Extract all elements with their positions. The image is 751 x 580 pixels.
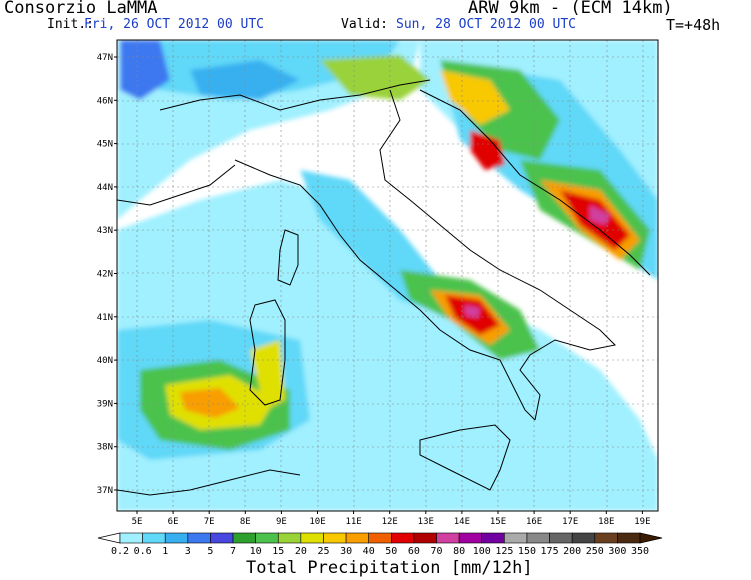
colorbar-swatch — [232, 532, 256, 544]
lon-tick-label: 7E — [204, 517, 215, 527]
precip-field — [117, 40, 658, 511]
colorbar-label: 250 — [586, 546, 604, 557]
lon-tick-label: 5E — [132, 517, 143, 527]
colorbar-swatch — [504, 532, 528, 544]
valid-label: Valid: — [341, 17, 388, 32]
colorbar-swatch — [413, 532, 437, 544]
lon-tick-label: 6E — [168, 517, 179, 527]
colorbar-label: 300 — [608, 546, 626, 557]
colorbar-swatch — [368, 532, 392, 544]
lat-tick-label: 45N — [97, 140, 113, 150]
colorbar-swatch — [142, 532, 166, 544]
lon-tick-label: 9E — [276, 517, 287, 527]
lon-tick-label: 11E — [345, 517, 361, 527]
colorbar-label: 60 — [408, 546, 420, 557]
valid-date: Sun, 28 OCT 2012 00 UTC — [396, 17, 577, 32]
colorbar-label: 3 — [185, 546, 191, 557]
lon-tick-label: 12E — [382, 517, 398, 527]
colorbar-label: 1 — [162, 546, 168, 557]
colorbar-label: 80 — [453, 546, 465, 557]
colorbar-label: 150 — [518, 546, 536, 557]
lon-tick-label: 10E — [309, 517, 325, 527]
model-label: ARW 9km - (ECM 14km) — [468, 0, 673, 18]
colorbar-label: 30 — [340, 546, 352, 557]
colorbar-high-arrow — [639, 532, 663, 544]
colorbar-label: 5 — [207, 546, 213, 557]
colorbar-swatch — [436, 532, 460, 544]
lat-tick-label: 40N — [97, 356, 113, 366]
colorbar-label: 50 — [385, 546, 397, 557]
colorbar-label: 7 — [230, 546, 236, 557]
latitude-axis: 47N 46N 45N 44N 43N 42N 41N 40N 39N 38N 37N — [97, 53, 117, 496]
lon-tick-label: 14E — [454, 517, 470, 527]
lat-tick-label: 38N — [97, 443, 113, 453]
colorbar-swatch — [594, 532, 618, 544]
colorbar-swatch — [187, 532, 211, 544]
colorbar-label: 15 — [272, 546, 284, 557]
lat-tick-label: 37N — [97, 486, 113, 496]
colorbar-label: 0.6 — [134, 546, 152, 557]
init-label: Init.: — [47, 17, 94, 32]
lat-tick-label: 43N — [97, 226, 113, 236]
colorbar-swatch — [345, 532, 369, 544]
lon-tick-label: 19E — [634, 517, 650, 527]
colorbar-swatch — [210, 532, 234, 544]
colorbar-swatch — [323, 532, 347, 544]
colorbar-swatch — [526, 532, 550, 544]
colorbar-label: 0.2 — [111, 546, 129, 557]
colorbar-label: 70 — [430, 546, 442, 557]
lon-tick-label: 8E — [240, 517, 251, 527]
colorbar-label: 10 — [250, 546, 262, 557]
colorbar-swatch — [300, 532, 324, 544]
lat-tick-label: 44N — [97, 183, 113, 193]
colorbar-swatch — [391, 532, 415, 544]
lon-tick-label: 15E — [490, 517, 506, 527]
colorbar-label: 125 — [495, 546, 513, 557]
colorbar-swatch — [571, 532, 596, 544]
colorbar-label: 175 — [541, 546, 559, 557]
lat-tick-label: 47N — [97, 53, 113, 63]
colorbar-label: 200 — [563, 546, 581, 557]
lead-time: T=+48h — [666, 16, 721, 34]
colorbar-label: 25 — [317, 546, 329, 557]
colorbar-label: 20 — [295, 546, 307, 557]
colorbar-swatch — [549, 532, 573, 544]
colorbar-label: 350 — [631, 546, 649, 557]
lon-tick-label: 17E — [562, 517, 578, 527]
lon-tick-label: 16E — [526, 517, 542, 527]
map-frame — [116, 39, 659, 512]
lon-tick-label: 13E — [418, 517, 434, 527]
colorbar-label: 40 — [363, 546, 375, 557]
lat-lon-grid — [117, 40, 658, 511]
init-date: Fri, 26 OCT 2012 00 UTC — [84, 17, 265, 32]
colorbar-title: Total Precipitation [mm/12h] — [246, 558, 533, 578]
colorbar-swatch — [119, 532, 143, 544]
colorbar-swatch — [617, 532, 641, 544]
colorbar-label: 100 — [473, 546, 491, 557]
colorbar-swatch — [277, 532, 302, 544]
lat-tick-label: 41N — [97, 313, 113, 323]
coastlines — [117, 79, 651, 496]
lon-tick-label: 18E — [598, 517, 614, 527]
colorbar-swatch — [458, 532, 483, 544]
colorbar-swatch — [255, 532, 279, 544]
chart-title: Consorzio LaMMA — [4, 0, 158, 18]
colorbar: 0.2 0.6 1 3 5 7 10 15 20 25 30 40 50 60 70 80 100 125 150 1… — [97, 532, 663, 557]
lat-tick-label: 46N — [97, 96, 113, 106]
lat-tick-label: 42N — [97, 270, 113, 280]
lat-tick-label: 39N — [97, 399, 113, 409]
colorbar-swatch — [481, 532, 505, 544]
colorbar-low-arrow — [97, 532, 121, 544]
colorbar-swatch — [164, 532, 189, 544]
longitude-axis: 5E 6E 7E 8E 9E 10E 11E 12E 13E 14E 15E 16E 17E 18E 19E — [132, 511, 651, 527]
